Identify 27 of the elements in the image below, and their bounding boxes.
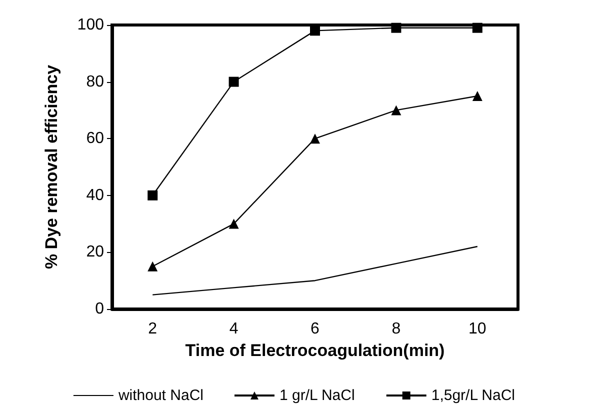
- point: [472, 22, 482, 33]
- point: [310, 26, 320, 36]
- y-tick-label: 60: [86, 130, 104, 148]
- point: [391, 22, 402, 33]
- legend-label: without NaCl: [117, 387, 204, 404]
- legend-label: 1 gr/L NaCl: [279, 387, 355, 404]
- x-axis-title: Time of Electrocoagulation(min): [185, 340, 445, 360]
- point: [391, 105, 402, 116]
- legend-label: 1,5gr/L NaCl: [431, 387, 515, 404]
- line-series: [152, 246, 478, 296]
- point: [148, 190, 158, 200]
- x-tick-label: 2: [148, 320, 158, 338]
- y-tick-label: 20: [86, 244, 104, 261]
- point: [472, 91, 482, 101]
- y-tick-label: 80: [86, 73, 104, 90]
- point: [148, 261, 158, 272]
- x-tick-label: 8: [392, 320, 401, 338]
- y-axis-title: % Dye removal efficiency: [42, 64, 61, 270]
- x-tick-label: 10: [468, 320, 486, 338]
- point: [228, 76, 239, 87]
- point: [310, 134, 320, 144]
- point: [228, 218, 239, 229]
- y-tick-label: 0: [95, 300, 104, 318]
- y-tick-label: 100: [77, 16, 104, 34]
- y-tick-label: 40: [86, 186, 104, 204]
- x-tick-label: 6: [310, 320, 320, 338]
- x-tick-label: 4: [229, 320, 238, 338]
